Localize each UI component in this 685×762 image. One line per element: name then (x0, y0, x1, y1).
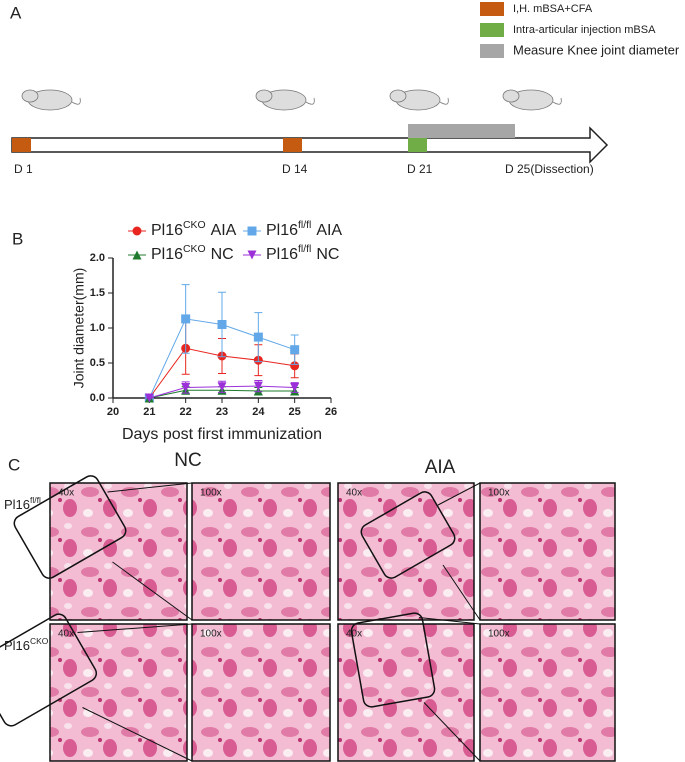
magnification-label: 100x (488, 488, 510, 499)
x-axis-label: Days post first immunization (122, 426, 322, 443)
legend-label: Measure Knee joint diameter (513, 42, 680, 57)
data-point (181, 314, 191, 324)
data-point (217, 320, 227, 329)
panel-label: B (12, 229, 23, 248)
x-tick-label: 23 (216, 406, 228, 418)
zoom-box (13, 475, 127, 579)
legend-marker (247, 250, 257, 260)
legend-label: Pl16fl/fl NC (266, 244, 339, 263)
data-point (217, 382, 227, 392)
x-tick-label: 26 (325, 406, 337, 418)
legend-marker (247, 226, 257, 236)
column-label: AIA (425, 457, 456, 478)
legend-label: Intra-articular injection mBSA (513, 24, 656, 36)
data-point (253, 332, 263, 342)
panel-label: A (10, 3, 22, 22)
zoom-connector (418, 617, 481, 762)
data-point (144, 393, 154, 403)
histology-image (191, 623, 331, 762)
histology-image (479, 623, 616, 762)
data-point (253, 381, 263, 391)
event-marker (408, 138, 427, 152)
magnification-label: 40x (346, 488, 362, 499)
event-marker (283, 138, 302, 152)
x-tick-label: 22 (180, 406, 192, 418)
zoom-connector (77, 623, 193, 762)
y-tick-label: 2.0 (90, 252, 105, 264)
zoom-connector (437, 482, 481, 621)
label-suffix: AIA (211, 222, 237, 239)
legend-label: Pl16CKO NC (151, 244, 234, 263)
legend-marker (132, 226, 142, 236)
y-tick-label: 1.0 (90, 322, 105, 334)
data-point (181, 383, 191, 392)
day-label: D 21 (407, 162, 433, 176)
magnification-label: 100x (200, 488, 222, 499)
day-label: D 25(Dissection) (505, 162, 594, 176)
histology-image (191, 482, 331, 621)
legend-marker (132, 250, 142, 260)
row-label: Pl16fl/fl (4, 495, 41, 512)
x-tick-label: 20 (107, 406, 119, 418)
histology-image (479, 482, 616, 621)
histology-image (337, 482, 475, 621)
label-sup: CKO (30, 636, 49, 646)
legend-label: I,H. mBSA+CFA (513, 3, 593, 15)
label-base: Pl16 (266, 246, 298, 263)
x-tick-label: 25 (289, 406, 301, 418)
day-label: D 1 (14, 162, 33, 176)
data-point (290, 383, 300, 392)
histology-image (337, 623, 475, 762)
row-label: Pl16CKO (4, 636, 49, 653)
label-sup: fl/fl (298, 220, 311, 231)
y-tick-label: 0.5 (90, 357, 105, 369)
data-point (290, 361, 300, 371)
y-tick-label: 0.0 (90, 392, 105, 404)
day-label: D 14 (282, 162, 308, 176)
label-sup: fl/fl (30, 495, 41, 505)
panel-label: C (8, 455, 20, 474)
legend-label: Pl16fl/fl AIA (266, 220, 342, 239)
label-base: Pl16 (151, 246, 183, 263)
label-base: Pl16 (4, 638, 30, 653)
column-label: NC (174, 450, 201, 471)
label-sup: CKO (183, 244, 206, 255)
label-suffix: NC (316, 246, 339, 263)
label-base: Pl16 (151, 222, 183, 239)
legend-swatch (480, 44, 504, 58)
legend-swatch (480, 2, 504, 16)
label-suffix: NC (211, 246, 234, 263)
x-tick-label: 21 (143, 406, 155, 418)
y-tick-label: 1.5 (90, 287, 105, 299)
magnification-label: 40x (58, 629, 74, 640)
legend-swatch (480, 23, 504, 37)
magnification-label: 100x (200, 629, 222, 640)
zoom-box (360, 491, 456, 579)
timeline-arrow (11, 126, 609, 164)
x-tick-label: 24 (252, 406, 265, 418)
histology-image (49, 482, 188, 621)
mice (21, 89, 562, 111)
label-sup: CKO (183, 220, 206, 231)
data-point (290, 345, 300, 355)
label-suffix: AIA (316, 222, 342, 239)
magnification-label: 100x (488, 629, 510, 640)
zoom-box (350, 612, 436, 708)
label-sup: fl/fl (298, 244, 311, 255)
legend-label: Pl16CKO AIA (151, 220, 237, 239)
label-base: Pl16 (4, 497, 30, 512)
magnification-label: 40x (346, 629, 362, 640)
zoom-box (0, 613, 98, 727)
y-axis-label: Joint diameter(mm) (71, 268, 87, 389)
measure-bar (408, 124, 515, 138)
event-marker (12, 138, 31, 152)
magnification-label: 40x (58, 488, 74, 499)
histology-image (49, 623, 188, 762)
label-base: Pl16 (266, 222, 298, 239)
zoom-connector (107, 482, 193, 621)
